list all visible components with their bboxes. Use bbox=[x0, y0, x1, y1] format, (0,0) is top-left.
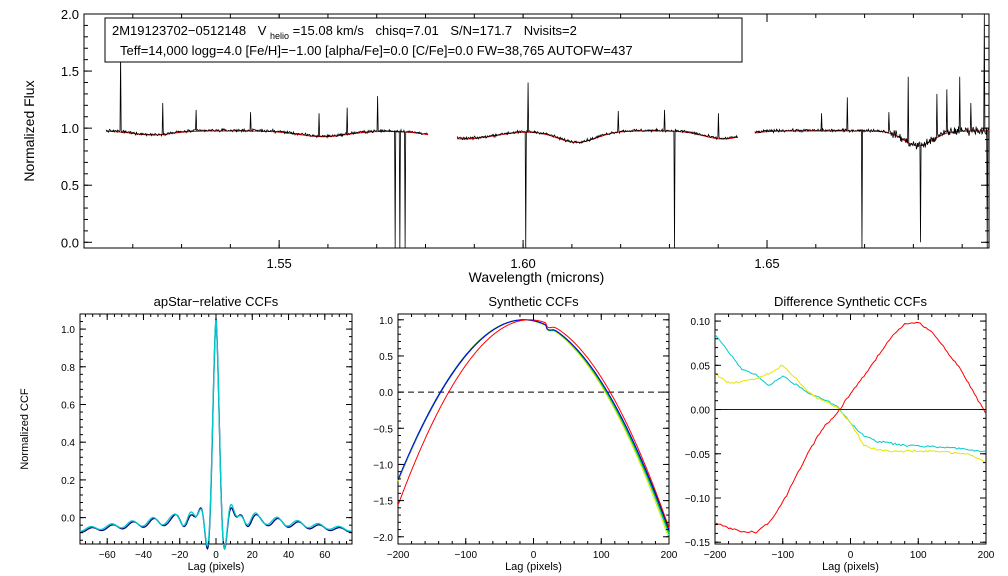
spectrum-axes: 1.55 1.60 1.65 0.0 0.5 1.0 1.5 2.0 Wavelength (m… bbox=[21, 7, 989, 285]
x-tick-label: 0 bbox=[213, 550, 219, 561]
x-tick-label: −100 bbox=[771, 550, 794, 561]
x-axis-label: Wavelength (microns) bbox=[469, 269, 605, 285]
y-tick-label: 1.5 bbox=[61, 64, 79, 79]
info-box-frame bbox=[104, 17, 743, 63]
panel-title: Synthetic CCFs bbox=[488, 294, 579, 309]
synthetic-ccf-frame bbox=[397, 313, 670, 545]
apstar-ccf-series-group bbox=[79, 317, 353, 550]
x-axis-label: Lag (pixels) bbox=[188, 561, 245, 573]
synthetic-ccf-axes: −200 −100 0 100 200 −2.0 −1.5 −1.0 −0.5 0.0 0.5 1.0… bbox=[373, 294, 678, 573]
y-axis-label: Normalized Flux bbox=[21, 80, 37, 181]
observed-spectrum-line bbox=[754, 13, 990, 249]
y-tick-label: 0.5 bbox=[379, 352, 393, 363]
x-tick-label: 1.60 bbox=[510, 256, 535, 271]
y-tick-label: 0.0 bbox=[61, 235, 79, 250]
x-tick-label: −100 bbox=[454, 550, 477, 561]
v-label: V bbox=[258, 23, 267, 38]
y-tick-label: 1.0 bbox=[61, 325, 75, 336]
x-tick-label: 0 bbox=[848, 550, 854, 561]
snr-value: S/N=171.7 bbox=[450, 23, 512, 38]
diff-ccf-series-group bbox=[714, 321, 987, 534]
x-tick-label: −200 bbox=[387, 550, 410, 561]
observed-spectrum-line bbox=[105, 53, 429, 249]
synthetic-ccf-dark bbox=[397, 319, 670, 532]
panel-title: apStar−relative CCFs bbox=[154, 294, 279, 309]
x-tick-label: 100 bbox=[910, 550, 927, 561]
x-tick-label: 200 bbox=[661, 550, 678, 561]
diff-ccf-frame bbox=[714, 313, 987, 545]
y-tick-label: 0.05 bbox=[691, 361, 711, 372]
diff-ccf-red bbox=[714, 321, 987, 534]
y-tick-label: 1.0 bbox=[379, 316, 393, 327]
v-value: =15.08 km/s bbox=[293, 23, 365, 38]
info-line-1: 2M19123702−0512148 V helio =15.08 km/s c… bbox=[112, 23, 577, 42]
panel-title: Difference Synthetic CCFs bbox=[774, 294, 927, 309]
ccf-series-visit-2 bbox=[79, 317, 353, 550]
y-tick-label: 1.0 bbox=[61, 121, 79, 136]
y-tick-label: −0.5 bbox=[373, 424, 393, 435]
y-tick-label: 0.0 bbox=[61, 514, 75, 525]
y-tick-label: 0.2 bbox=[61, 476, 75, 487]
x-tick-label: −20 bbox=[171, 550, 188, 561]
x-tick-label: 1.65 bbox=[754, 256, 779, 271]
info-line-2: Teff=14,000 logg=4.0 [Fe/H]=−1.00 [alpha… bbox=[120, 43, 633, 58]
y-tick-label: 0.00 bbox=[691, 406, 711, 417]
y-tick-label: 0.10 bbox=[691, 317, 711, 328]
spectrum-panel: 1.55 1.60 1.65 0.0 0.5 1.0 1.5 2.0 Wavelength (m… bbox=[21, 7, 990, 285]
star-id: 2M19123702−0512148 bbox=[112, 23, 246, 38]
y-tick-label: −0.15 bbox=[685, 538, 711, 549]
synthetic-ccf-panel: −200 −100 0 100 200 −2.0 −1.5 −1.0 −0.5 0.0 0.5 1.0… bbox=[373, 294, 678, 573]
synthetic-ccf-blue bbox=[397, 319, 670, 530]
x-tick-label: −60 bbox=[99, 550, 116, 561]
y-tick-label: 0.4 bbox=[61, 438, 75, 449]
diff-ccf-panel: −200 −100 0 100 200 −0.15 −0.10 −0.05 0.00 0.05 0.… bbox=[685, 294, 995, 573]
ccf-series-visit-1 bbox=[79, 318, 353, 550]
x-tick-label: 200 bbox=[978, 550, 995, 561]
y-tick-label: 2.0 bbox=[61, 7, 79, 22]
y-tick-label: −0.10 bbox=[685, 494, 711, 505]
y-tick-label: −1.0 bbox=[373, 460, 393, 471]
synthetic-ccf-series-group bbox=[397, 319, 670, 540]
x-tick-label: 100 bbox=[593, 550, 610, 561]
spectrum-info-box: 2M19123702−0512148 V helio =15.08 km/s c… bbox=[104, 17, 743, 63]
diff-ccf-yellow bbox=[714, 364, 987, 464]
x-tick-label: 40 bbox=[283, 550, 295, 561]
x-tick-label: −200 bbox=[704, 550, 727, 561]
y-tick-label: −2.0 bbox=[373, 533, 393, 544]
y-tick-label: 0.5 bbox=[61, 178, 79, 193]
nvisits-value: Nvisits=2 bbox=[524, 23, 577, 38]
synthetic-ccf-red bbox=[397, 319, 670, 529]
y-tick-label: 0.6 bbox=[61, 400, 75, 411]
synthetic-ccf-yellow bbox=[397, 319, 670, 540]
y-tick-label: 0.0 bbox=[379, 388, 393, 399]
y-tick-label: −1.5 bbox=[373, 497, 393, 508]
y-tick-label: −0.05 bbox=[685, 450, 711, 461]
apstar-ccf-panel: −60 −40 −20 0 20 40 60 0.0 0.2 0.4 0.6 0.8 1.0 Lag (p… bbox=[19, 294, 353, 573]
x-axis-label: Lag (pixels) bbox=[822, 561, 879, 573]
y-axis-label: Normalized CCF bbox=[19, 388, 31, 470]
diff-ccf-axes: −200 −100 0 100 200 −0.15 −0.10 −0.05 0.00 0.05 0.… bbox=[685, 294, 995, 573]
x-tick-label: −40 bbox=[135, 550, 152, 561]
x-tick-label: 0 bbox=[531, 550, 537, 561]
x-tick-label: 60 bbox=[319, 550, 331, 561]
x-axis-label: Lag (pixels) bbox=[505, 561, 562, 573]
spectrum-series-group bbox=[105, 13, 990, 249]
v-subscript: helio bbox=[270, 31, 289, 41]
apstar-ccf-axes: −60 −40 −20 0 20 40 60 0.0 0.2 0.4 0.6 0.8 1.0 Lag (p… bbox=[19, 294, 352, 573]
observed-spectrum-line bbox=[456, 82, 738, 249]
x-tick-label: 20 bbox=[247, 550, 259, 561]
y-tick-label: 0.8 bbox=[61, 363, 75, 374]
apstar-ccf-frame bbox=[79, 313, 353, 545]
x-tick-label: 1.55 bbox=[266, 256, 291, 271]
chisq-value: chisq=7.01 bbox=[375, 23, 438, 38]
